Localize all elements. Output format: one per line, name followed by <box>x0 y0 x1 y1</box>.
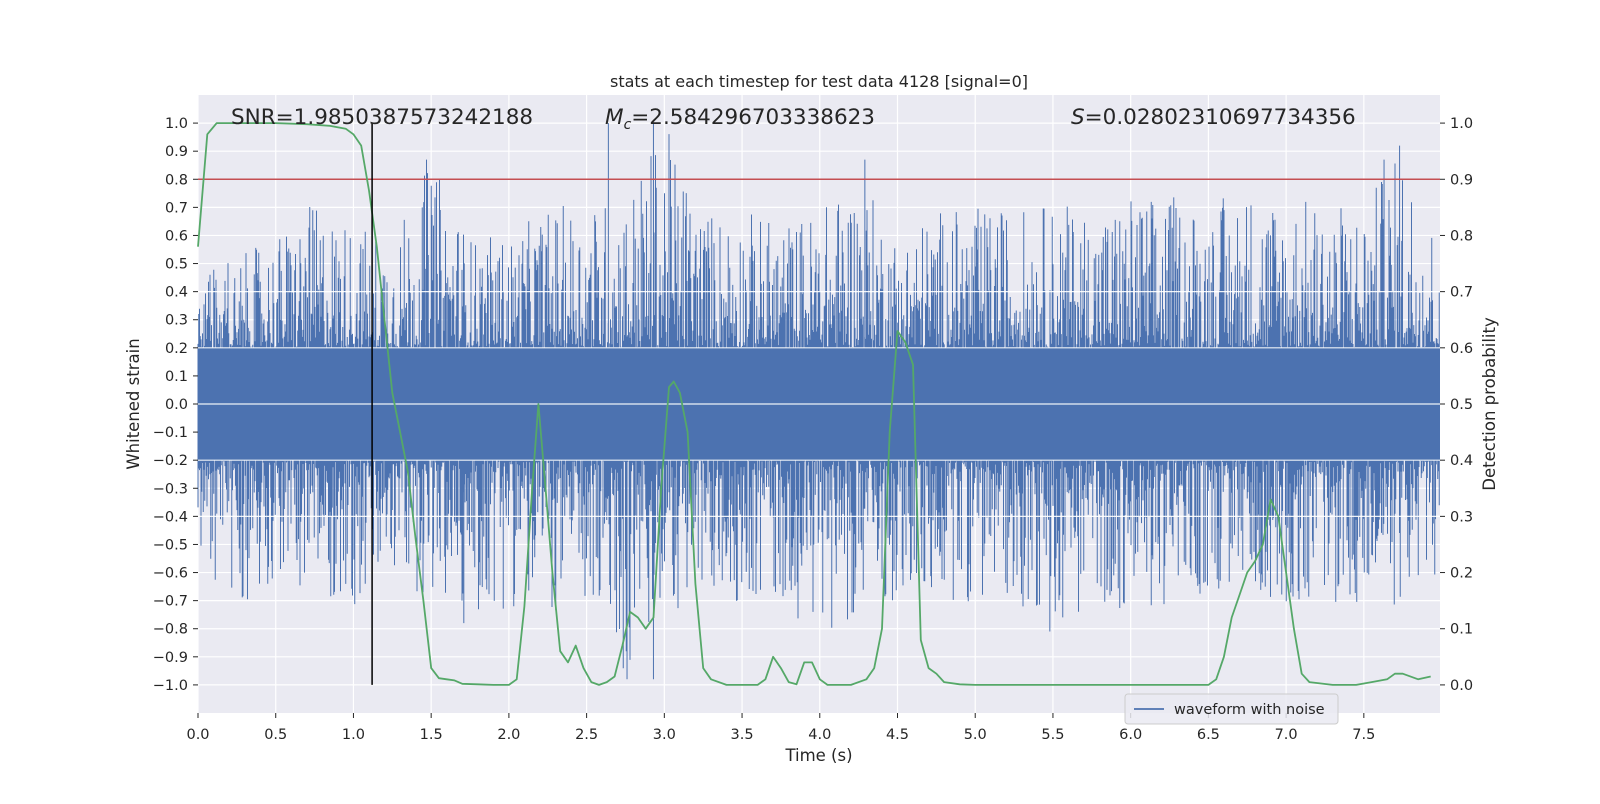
legend-label-waveform: waveform with noise <box>1174 702 1325 718</box>
legend: waveform with noise <box>1124 693 1339 725</box>
probability-series <box>197 122 1431 686</box>
y-right-tick-label: 0.3 <box>1450 509 1473 525</box>
y-tick-label: 0.2 <box>165 341 188 357</box>
x-tick-label: 5.5 <box>1041 727 1064 743</box>
y-tick-label: 0.6 <box>165 228 188 244</box>
x-tick-label: 3.5 <box>731 727 754 743</box>
x-tick-label: 2.5 <box>575 727 598 743</box>
y-tick-label: −0.7 <box>153 594 188 610</box>
waveform-series <box>197 123 1440 680</box>
y-tick-label: −0.9 <box>153 650 188 666</box>
y-right-tick-label: 0.2 <box>1450 566 1473 582</box>
x-tick-label: 6.0 <box>1119 727 1142 743</box>
legend-box <box>1124 693 1339 725</box>
y-right-tick-label: 0.9 <box>1450 172 1473 188</box>
mc-value: =2.584296703338623 <box>631 105 875 130</box>
x-axis-label: Time (s) <box>784 746 852 765</box>
y-tick-label: −0.5 <box>153 537 188 553</box>
x-tick-label: 1.5 <box>420 727 443 743</box>
y-right-tick-label: 0.1 <box>1450 622 1473 638</box>
chart-title: stats at each timestep for test data 412… <box>610 72 1028 91</box>
x-tick-label: 1.0 <box>342 727 365 743</box>
s-symbol: S <box>1071 105 1085 130</box>
s-annotation: S=0.02802310697734356 <box>1071 105 1356 130</box>
x-tick-label: 6.5 <box>1197 727 1220 743</box>
x-tick-label: 7.0 <box>1275 727 1298 743</box>
probability-line <box>197 122 1431 686</box>
snr-annotation: SNR=1.9850387573242188 <box>231 105 533 130</box>
y-tick-label: −0.6 <box>153 566 188 582</box>
y-tick-label: 0.9 <box>165 144 188 160</box>
mc-subscript: c <box>624 117 632 133</box>
y-axis-label: Whitened strain <box>124 338 143 469</box>
x-tick-label: 5.0 <box>964 727 987 743</box>
y-tick-label: 0.5 <box>165 257 188 273</box>
x-tick-label: 4.0 <box>808 727 831 743</box>
y-tick-label: 1.0 <box>165 116 188 132</box>
s-value: =0.02802310697734356 <box>1085 105 1356 130</box>
y-tick-label: −0.4 <box>153 509 188 525</box>
y-tick-label: 0.7 <box>165 200 188 216</box>
y-tick-label: 0.0 <box>165 397 188 413</box>
y-right-axis-label: Detection probability <box>1480 317 1499 491</box>
y-right-tick-label: 0.7 <box>1450 285 1473 301</box>
x-ticks: 0.0 0.5 1.0 1.5 2.0 2.5 3.0 3.5 4.0 4.5 5.0 5.5 6.0 6… <box>186 713 1375 743</box>
y-tick-label: −0.8 <box>153 622 188 638</box>
y-ticks: −1.0 −0.9 −0.8 −0.7 −0.6 −0.5 −0.4 −0.3 −0.2 −0.1… <box>153 116 198 694</box>
y-right-tick-label: 1.0 <box>1450 116 1473 132</box>
y-tick-label: −0.3 <box>153 481 188 497</box>
y-right-tick-label: 0.4 <box>1450 453 1473 469</box>
y-right-tick-label: 0.5 <box>1450 397 1473 413</box>
y-tick-label: 0.1 <box>165 369 188 385</box>
y-right-tick-label: 0.0 <box>1450 678 1473 694</box>
x-tick-label: 4.5 <box>886 727 909 743</box>
chirp-mass-annotation: Mc=2.584296703338623 <box>605 105 875 133</box>
x-tick-label: 0.0 <box>186 727 209 743</box>
x-tick-label: 2.0 <box>497 727 520 743</box>
y-tick-label: 0.3 <box>165 313 188 329</box>
y-tick-label: −0.1 <box>153 425 188 441</box>
y-tick-label: 0.4 <box>165 285 188 301</box>
y-tick-label: −1.0 <box>153 678 188 694</box>
y-right-tick-label: 0.6 <box>1450 341 1473 357</box>
y-tick-label: 0.8 <box>165 172 188 188</box>
x-tick-label: 3.0 <box>653 727 676 743</box>
y-right-tick-label: 0.8 <box>1450 228 1473 244</box>
y-right-ticks: 0.0 0.1 0.2 0.3 0.4 0.5 0.6 0.7 0.8 0.9 1.0 <box>1440 116 1473 694</box>
mc-symbol: M <box>605 105 624 130</box>
x-tick-label: 0.5 <box>264 727 287 743</box>
x-tick-label: 7.5 <box>1352 727 1375 743</box>
y-tick-label: −0.2 <box>153 453 188 469</box>
